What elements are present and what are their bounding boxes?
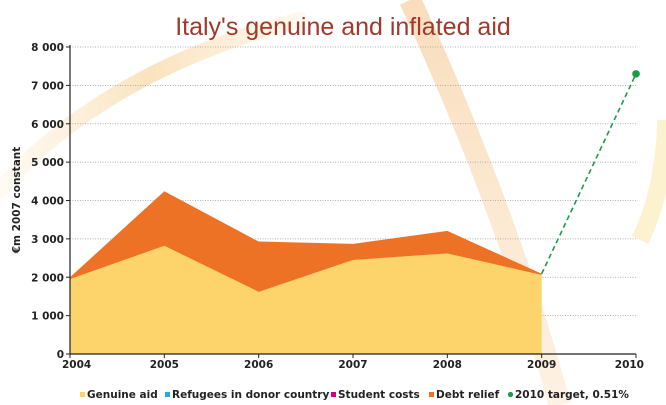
legend-label: Genuine aid: [87, 389, 158, 401]
y-tick-label: 7 000: [31, 80, 64, 92]
x-tick-label: 2006: [244, 359, 273, 371]
target-line: [540, 70, 640, 275]
legend-swatch: [80, 392, 85, 397]
y-tick-label: 8 000: [31, 42, 64, 54]
legend-label: Debt relief: [436, 389, 500, 401]
x-tick-label: 2005: [150, 359, 179, 371]
area-series: [70, 191, 542, 354]
target-dashed-line: [540, 73, 637, 275]
y-tick-label: 0: [57, 349, 64, 361]
legend: Genuine aid Refugees in donor country Stud…: [80, 389, 629, 401]
y-axis-ticks: 0 1 000 2 000 3 000 4 000 5 000 6 000 7 000 8 00…: [31, 42, 70, 361]
area-debt-relief: [70, 191, 542, 292]
y-tick-label: 4 000: [31, 196, 64, 208]
y-tick-label: 1 000: [31, 311, 64, 323]
area-genuine-aid: [70, 245, 542, 354]
legend-swatch: [429, 392, 434, 397]
legend-swatch: [331, 392, 336, 397]
x-tick-label: 2004: [62, 359, 91, 371]
chart-title: Italy's genuine and inflated aid: [175, 13, 511, 41]
x-tick-label: 2007: [338, 359, 367, 371]
legend-marker: [507, 391, 514, 398]
legend-swatch: [165, 392, 170, 397]
x-tick-label: 2010: [615, 359, 644, 371]
x-tick-label: 2008: [433, 359, 462, 371]
y-tick-label: 6 000: [31, 119, 64, 131]
y-tick-label: 3 000: [31, 234, 64, 246]
y-tick-label: 2 000: [31, 272, 64, 284]
legend-label: Student costs: [338, 389, 420, 401]
x-tick-label: 2009: [527, 359, 556, 371]
legend-label: Refugees in donor country: [172, 389, 329, 401]
x-axis-ticks: 2004 2005 2006 2007 2008 2009 2010: [62, 354, 644, 371]
y-tick-label: 5 000: [31, 157, 64, 169]
y-axis-label: €m 2007 constant: [11, 147, 23, 255]
legend-label: 2010 target, 0.51%: [515, 389, 629, 401]
target-point: [632, 70, 640, 78]
